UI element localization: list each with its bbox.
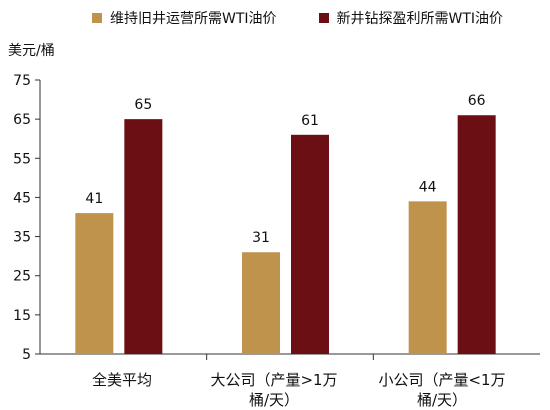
bar [457,115,496,354]
bar [291,134,329,354]
bar-value-label: 66 [468,93,486,109]
bar [124,119,163,355]
y-tick-label: 5 [22,347,31,363]
bar-value-label: 61 [301,113,319,129]
category-label-large-companies: 大公司（产量>1万桶/天） [210,371,338,409]
bar-value-label: 44 [419,179,437,195]
y-tick-label: 55 [13,151,31,167]
y-tick-label: 75 [13,73,31,89]
bar-value-label: 65 [134,97,152,113]
category-label-small-companies: 小公司（产量<1万桶/天） [378,371,506,409]
y-tick-label: 15 [13,308,31,324]
bar-value-label: 41 [85,191,103,207]
bar-value-label: 31 [252,230,270,246]
legend-swatch-new-well [318,13,329,23]
y-tick-label: 35 [13,230,31,246]
y-tick-label: 65 [13,112,31,128]
category-label-national-average: 全美平均 [91,371,152,389]
y-axis-unit-label: 美元/桶 [8,43,55,59]
bar [408,201,447,354]
legend-item-new-well: 新井钻探盈利所需WTI油价 [318,8,504,28]
legend: 维持旧井运营所需WTI油价 新井钻探盈利所需WTI油价 [92,8,503,28]
legend-item-maintain: 维持旧井运营所需WTI油价 [92,8,277,28]
y-tick-label: 25 [13,269,31,285]
legend-label-maintain: 维持旧井运营所需WTI油价 [110,11,277,27]
y-tick-label: 45 [13,190,31,206]
bar [75,213,114,354]
bar [242,252,280,354]
legend-swatch-maintain [92,13,102,23]
legend-label-new-well: 新井钻探盈利所需WTI油价 [336,11,504,27]
